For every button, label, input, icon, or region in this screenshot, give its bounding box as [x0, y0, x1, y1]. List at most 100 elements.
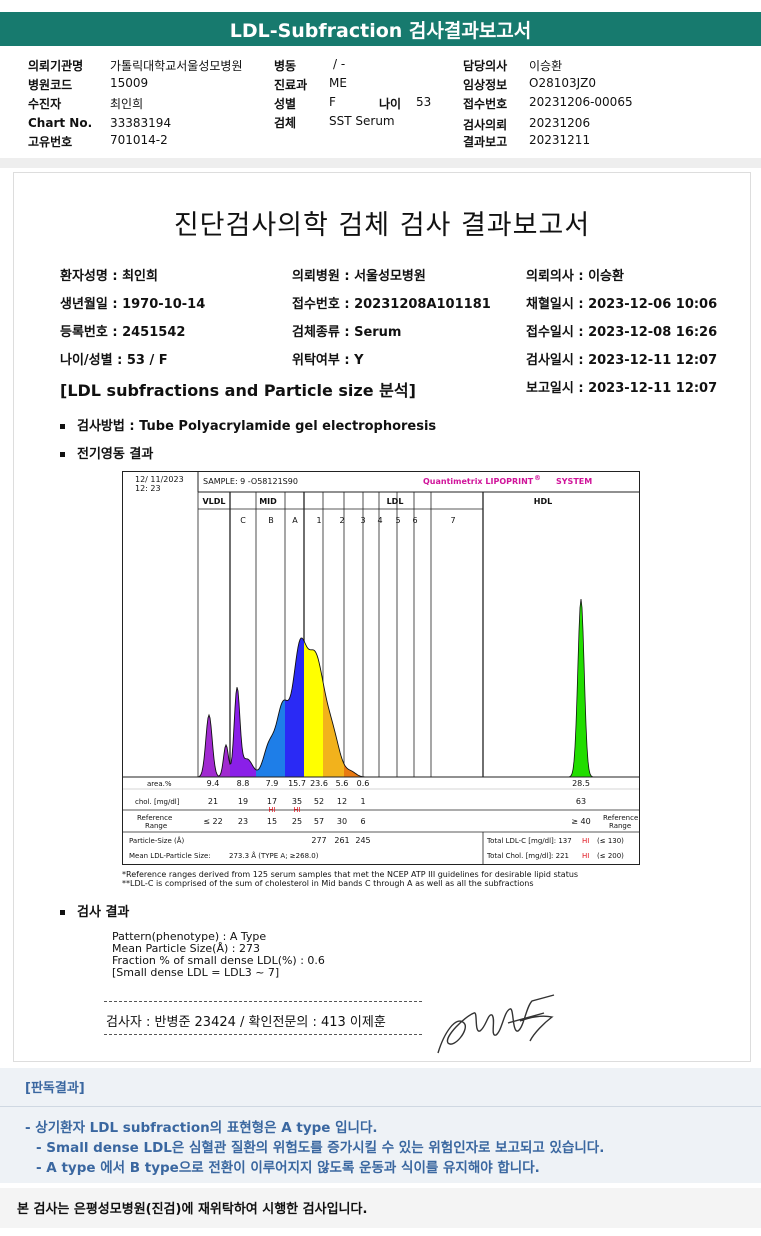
band-label-6: 6 [412, 516, 417, 525]
header-label: 진료과 [274, 78, 308, 92]
header-value: 20231206 [529, 116, 591, 130]
chol-value: 12 [337, 797, 347, 806]
chol-value: 35 [292, 797, 302, 806]
report-panel: 진단검사의학 검체 검사 결과보고서 환자성명 : 최인희 의뢰병원 : 서울성… [13, 172, 751, 1062]
result-phenotype: Pattern(phenotype) : A Type [112, 930, 267, 943]
footer: 본 검사는 은평성모병원(진검)에 재위탁하여 시행한 검사입니다. [0, 1188, 761, 1228]
ldl-note: **LDL-C is comprised of the sum of chole… [122, 879, 534, 888]
header-label: 성별 [274, 97, 297, 111]
header-label: 병동 [274, 59, 297, 73]
row-label-ref2: Range [145, 822, 167, 830]
result-sdldl-def: [Small dense LDL = LDL3 ~ 7] [112, 966, 280, 979]
chol-value: 1 [360, 797, 365, 806]
header-value: 이승환 [529, 59, 563, 73]
row-label-chol: chol. [mg/dl] [135, 798, 180, 806]
result-fraction: Fraction % of small dense LDL(%) : 0.6 [112, 954, 325, 967]
header-value: F [329, 95, 336, 109]
divider [0, 158, 761, 168]
judgement-divider [0, 1106, 761, 1107]
chart-brand-reg: ® [534, 474, 541, 482]
band-label-5: 5 [395, 516, 400, 525]
band-label-4: 4 [377, 516, 382, 525]
judgement-heading: [판독결과] [25, 1081, 85, 1096]
reference-note: *Reference ranges derived from 125 serum… [122, 870, 579, 879]
request-header: 의뢰기관명 가톨릭대학교서울성모병원 병원코드 15009 수진자 최인희 Ch… [0, 54, 761, 154]
chol-value: 63 [576, 797, 586, 806]
ref-value: ≤ 22 [203, 817, 222, 826]
ref-value: 57 [314, 817, 324, 826]
chol-value: 52 [314, 797, 324, 806]
trace-fill-band-2 [230, 687, 256, 777]
examiner-signature: 검사자 : 반병준 23424 / 확인전문의 : 413 이제훈 [106, 1015, 386, 1030]
ref-value: 25 [292, 817, 302, 826]
header-label: 나이 [379, 97, 402, 111]
ref-value: 30 [337, 817, 347, 826]
outsourced: 위탁여부 : Y [292, 353, 364, 368]
chart-brand: Quantimetrix LIPOPRINT [423, 477, 534, 486]
ref-label-right2: Range [609, 822, 631, 830]
band-label-7: 7 [450, 516, 455, 525]
row-label-mean: Mean LDL-Particle Size: [129, 852, 211, 860]
hdl-peak [563, 598, 599, 778]
band-label-3: 3 [360, 516, 365, 525]
band-label-1: 1 [316, 516, 321, 525]
header-label: 검체 [274, 116, 297, 130]
collection-time: 채혈일시 : 2023-12-06 10:06 [526, 297, 718, 312]
chol-value: 19 [238, 797, 248, 806]
ref-value: 23 [238, 817, 248, 826]
chart-time: 12: 23 [135, 484, 161, 493]
chart-sample: SAMPLE: 9 -O58121S90 [203, 477, 298, 486]
electro-bullet: 전기영동 결과 [60, 443, 153, 462]
ref-value: ≥ 40 [571, 817, 590, 826]
trace-fill-band-4 [285, 638, 304, 777]
area-value: 8.8 [237, 779, 250, 788]
specimen-type: 검체종류 : Serum [292, 325, 402, 340]
particle-size-value: 277 [311, 836, 326, 845]
lipoprint-svg: 12/ 11/202312: 23 SAMPLE: 9 -O58121S90 Qua… [123, 472, 639, 864]
test-time: 검사일시 : 2023-12-11 12:07 [526, 353, 718, 368]
group-label-mid: MID [259, 497, 277, 506]
result-heading: 검사 결과 [77, 905, 130, 920]
ref-value: 15 [267, 817, 277, 826]
header-label: 고유번호 [28, 135, 73, 149]
age-sex: 나이/성별 : 53 / F [60, 353, 168, 368]
footer-text: 본 검사는 은평성모병원(진검)에 재위탁하여 시행한 검사입니다. [17, 1202, 368, 1217]
header-label: 담당의사 [463, 59, 508, 73]
header-value: 최인희 [110, 97, 144, 111]
result-list: Pattern(phenotype) : A Type Mean Particl… [112, 931, 325, 979]
row-label-area: area.% [147, 780, 172, 788]
method-bullet: 검사방법 : Tube Polyacrylamide gel electroph… [60, 415, 436, 434]
band-label-A: A [292, 516, 298, 525]
header-value: SST Serum [329, 114, 395, 128]
total-ldl-ref: (≤ 130) [597, 837, 624, 845]
referring-doctor: 의뢰의사 : 이승환 [526, 269, 624, 284]
area-value: 7.9 [266, 779, 279, 788]
header-label: 임상정보 [463, 78, 508, 92]
header-value: 53 [416, 95, 432, 109]
area-value: 0.6 [357, 779, 370, 788]
ref-value: 6 [360, 817, 365, 826]
report-title: LDL-Subfraction 검사결과보고서 [229, 19, 532, 42]
header-value: O28103JZ0 [529, 76, 597, 90]
header-label: 결과보고 [463, 135, 508, 149]
header-value: 가톨릭대학교서울성모병원 [110, 59, 243, 73]
signature-divider [104, 1034, 422, 1035]
lipoprint-chart: 12/ 11/2023 12: 23 SAMPLE: 9 -O58121S90 Qua… [122, 471, 640, 865]
chol-value: 21 [208, 797, 218, 806]
header-label: Chart No. [28, 116, 93, 130]
judgement-panel: [판독결과] - 상기환자 LDL subfraction의 표현형은 A ty… [0, 1068, 761, 1183]
hi-flag: HI [293, 806, 300, 814]
signature-divider [104, 1001, 422, 1002]
report-time: 보고일시 : 2023-12-11 12:07 [526, 381, 718, 396]
patient-name: 환자성명 : 최인희 [60, 269, 158, 284]
total-ldl-hi: HI [582, 837, 589, 845]
area-value: 15.7 [288, 779, 306, 788]
header-value: 701014-2 [110, 133, 168, 147]
header-value: 20231211 [529, 133, 591, 147]
section-title: [LDL subfractions and Particle size 분석] [60, 381, 416, 400]
header-value: 20231206-00065 [529, 95, 633, 109]
judgement-line: - Small dense LDL은 심혈관 질환의 위험도를 증가시킬 수 있… [36, 1140, 605, 1156]
trace-fill-band-7 [344, 763, 365, 777]
judgement-line: - 상기환자 LDL subfraction의 표현형은 A type 입니다. [25, 1120, 378, 1136]
result-mean-size: Mean Particle Size(Å) : 273 [112, 942, 260, 955]
